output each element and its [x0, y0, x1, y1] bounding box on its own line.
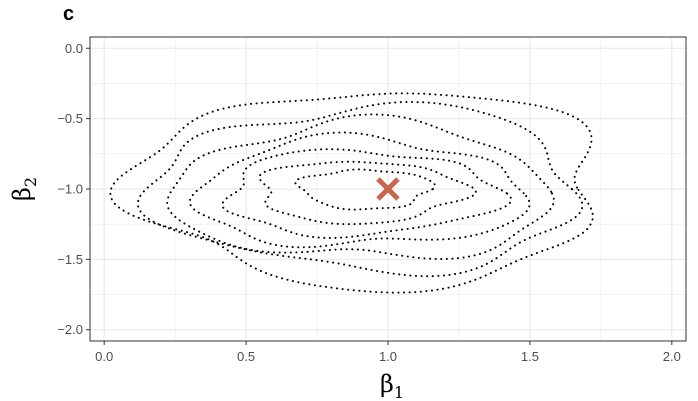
x-axis-ticks: 0.0 0.5 1.0 1.5 2.0	[95, 341, 681, 364]
y-axis-title-symbol: β	[8, 187, 36, 201]
x-tick-label: 0.0	[95, 349, 113, 364]
x-tick-label: 0.5	[237, 349, 255, 364]
y-axis-title: β2	[8, 177, 40, 201]
y-tick-label: 0.0	[65, 41, 83, 56]
y-tick-label: −1.0	[57, 182, 83, 197]
contour-line	[109, 92, 594, 294]
contour-line	[136, 101, 584, 278]
contour-lines	[109, 92, 594, 294]
x-tick-label: 2.0	[663, 349, 681, 364]
x-tick-label: 1.0	[379, 349, 397, 364]
marker-stroke	[376, 177, 400, 201]
x-tick-label: 1.5	[521, 349, 539, 364]
panel-tag: c	[63, 3, 74, 25]
contour-line	[294, 168, 437, 211]
contour-line	[258, 160, 477, 226]
y-tick-label: −1.5	[57, 252, 83, 267]
y-axis-title-subscript: 2	[21, 177, 40, 187]
x-axis-title-symbol: β	[380, 370, 394, 398]
x-axis-title-subscript: 1	[394, 383, 404, 401]
true-value-marker	[376, 177, 400, 201]
y-axis-ticks: 0.0 −0.5 −1.0 −1.5 −2.0	[57, 41, 90, 337]
x-axis-title: β1	[380, 370, 404, 401]
y-tick-label: −0.5	[57, 111, 83, 126]
y-tick-label: −2.0	[57, 322, 83, 337]
contour-line	[166, 113, 555, 261]
